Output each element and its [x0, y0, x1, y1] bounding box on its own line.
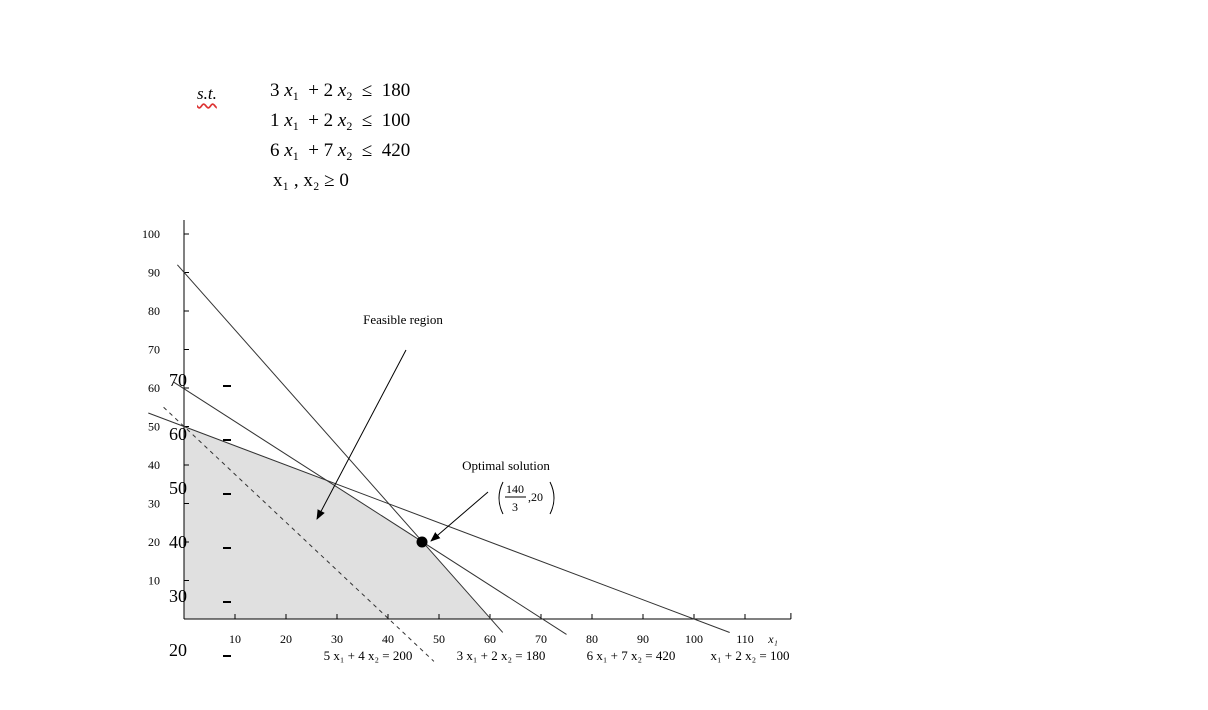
- y-tick-label: 80: [148, 304, 160, 318]
- feasible-region-label: Feasible region: [363, 312, 443, 327]
- optimal-fraction-denominator: 3: [512, 500, 518, 514]
- x-tick-label: 50: [433, 632, 445, 646]
- overlay-tick-label: 40: [169, 532, 187, 552]
- x-tick-label: 60: [484, 632, 496, 646]
- x-tick-label: 90: [637, 632, 649, 646]
- constraint-line-label: 6 x₁ + 7 x₂ = 420: [587, 648, 676, 663]
- right-paren: [549, 481, 555, 515]
- y-tick-label: 90: [148, 266, 160, 280]
- y-tick-label: 10: [148, 574, 160, 588]
- optimal-solution-arrow: [430, 491, 489, 542]
- constraint-2: 1 x1 + 2 x2 ≤ 100: [270, 110, 411, 133]
- overlay-tick-label: 50: [169, 478, 187, 498]
- constraint-line-label: 3 x₁ + 2 x₂ = 180: [457, 648, 546, 663]
- constraint-line-4: [148, 412, 730, 633]
- y-tick-label: 70: [148, 343, 160, 357]
- nonneg-constraint: x₁ , x₂ ≥ 0: [273, 170, 349, 191]
- feasible-region-arrow: [316, 349, 407, 520]
- constraint-line-2: [176, 264, 504, 633]
- subject-to-label: s.t.: [197, 84, 217, 103]
- x-tick-label: 110: [736, 632, 754, 646]
- y-tick-label: 30: [148, 497, 160, 511]
- x-axis-label: x₁: [767, 632, 778, 646]
- constraint-line-label: x₁ + 2 x₂ = 100: [711, 648, 790, 663]
- y-tick-label: 60: [148, 381, 160, 395]
- x-tick-label: 10: [229, 632, 241, 646]
- y-tick-label: 40: [148, 458, 160, 472]
- x-tick-label: 30: [331, 632, 343, 646]
- x-tick-label: 80: [586, 632, 598, 646]
- constraint-line-label: 5 x₁ + 4 x₂ = 200: [324, 648, 413, 663]
- constraint-3: 6 x1 + 7 x2 ≤ 420: [270, 140, 411, 163]
- x-tick-label: 100: [685, 632, 703, 646]
- constraint-line-3: [173, 381, 567, 635]
- left-paren: [498, 481, 504, 515]
- optimal-point: [416, 536, 428, 548]
- optimal-fraction-numerator: 140: [506, 482, 524, 496]
- x-tick-label: 20: [280, 632, 292, 646]
- constraint-1: 3 x1 + 2 x2 ≤ 180: [270, 80, 411, 103]
- overlay-tick-label: 30: [169, 586, 187, 606]
- overlay-tick-label: 70: [169, 370, 187, 390]
- feasible-region: [184, 426, 490, 619]
- overlay-tick-label: 60: [169, 424, 187, 444]
- overlay-tick-label: 20: [169, 640, 187, 660]
- constraint-line-1: [163, 406, 435, 662]
- y-tick-label: 100: [142, 227, 160, 241]
- x-tick-label: 70: [535, 632, 547, 646]
- optimal-solution-label: Optimal solution: [462, 458, 550, 473]
- y-tick-label: 20: [148, 535, 160, 549]
- x-tick-label: 40: [382, 632, 394, 646]
- optimal-y-value: ,20: [528, 490, 543, 504]
- y-tick-label: 50: [148, 420, 160, 434]
